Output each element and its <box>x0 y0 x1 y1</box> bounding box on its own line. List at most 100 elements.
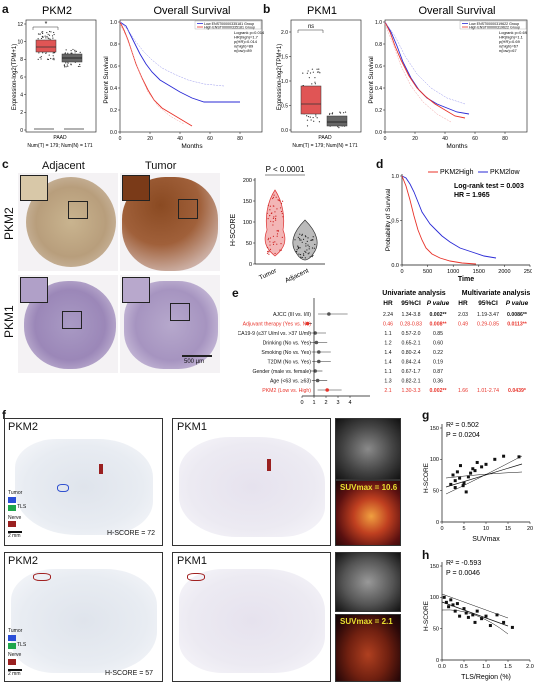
e-row-p: 0.87 <box>433 369 443 375</box>
expression-dot <box>314 83 316 85</box>
g-x-tick-label: 15 <box>505 526 511 532</box>
expression-dot <box>318 121 321 123</box>
e-row-ci: 1.34-3.8 <box>401 312 420 318</box>
expression-dot <box>274 211 276 213</box>
g-x-tick-label: 0 <box>440 526 443 532</box>
e-row-ci: 0.57-2.0 <box>401 331 420 337</box>
km-stat-line: n(low)=89 <box>234 48 252 53</box>
e-row-label: Adjuvant therapy (Yes vs. No) <box>243 322 312 328</box>
expression-dot <box>67 65 69 67</box>
expression-dot <box>66 64 68 66</box>
expression-dot <box>304 250 306 252</box>
expression-dot <box>53 31 55 34</box>
expression-dot <box>272 196 275 199</box>
expression-dot <box>64 66 66 68</box>
a-box-num: Num(T) = 179; Num(N) = 171 <box>27 143 93 149</box>
expression-dot <box>276 235 278 237</box>
panel-e-forest: Univariate analysis Multivariate analysi… <box>238 290 530 406</box>
expression-dot <box>307 244 309 246</box>
d-hr: HR = 1.965 <box>454 192 490 199</box>
e-row-hr: 1.2 <box>384 341 391 347</box>
h-x-tick-label: 1.5 <box>504 664 512 670</box>
g-point <box>484 462 488 466</box>
e-row-ci: 0.82-2.1 <box>401 379 420 385</box>
a-box-y-tick-label: 2 <box>20 110 23 116</box>
a-box-sig: * <box>45 21 48 28</box>
expression-dot <box>277 229 279 232</box>
expression-dot <box>37 58 39 60</box>
h-point <box>451 603 455 607</box>
b-km-x-tick-label: 60 <box>472 136 478 142</box>
expression-dot <box>266 252 269 254</box>
expression-dot <box>275 215 277 217</box>
f-scale-bottom: 2 mm <box>8 671 21 677</box>
expression-dot <box>40 58 42 60</box>
c-violin-y-tick-label: 200 <box>243 178 252 184</box>
h-ylabel: H-SCORE <box>423 600 430 631</box>
e-x-tick-label: 4 <box>348 400 351 406</box>
c-violin-tumor-label: Tumor <box>258 267 279 282</box>
expression-dot <box>42 52 44 54</box>
expression-dot <box>272 243 275 245</box>
expression-dot <box>301 241 303 243</box>
e-row-p: 0.36 <box>433 379 443 385</box>
b-km-ylabel: Percent Survival <box>368 56 375 104</box>
b-box-xlabel: PAAD <box>318 135 332 141</box>
expression-dot <box>45 52 47 55</box>
expression-dot <box>339 111 341 113</box>
expression-dot <box>274 217 277 220</box>
expression-dot <box>266 246 269 249</box>
h-y-tick-label: 50 <box>433 626 439 632</box>
expression-dot <box>308 246 310 248</box>
expression-dot <box>40 37 43 40</box>
e-row-mp: 0.0439* <box>508 388 527 394</box>
g-y-tick-label: 150 <box>430 426 439 432</box>
b-km-low-curve <box>384 21 470 115</box>
panel-label-b: b <box>263 2 271 16</box>
expression-dot <box>48 34 51 36</box>
expression-dot <box>313 247 315 249</box>
a-km-xlabel: Months <box>181 143 203 150</box>
h-x-tick-label: 0.5 <box>460 664 468 670</box>
e-row-hr: 1.3 <box>384 379 391 385</box>
f-legend-tumor-bottom: Tumor <box>8 628 23 634</box>
expression-dot <box>53 33 55 36</box>
expression-dot <box>294 239 296 241</box>
e-row-p: 0.002** <box>429 388 447 394</box>
expression-dot <box>268 251 270 253</box>
h-y-tick-label: 0 <box>436 658 439 664</box>
e-row-label: AJCC (III vs. I/II) <box>273 312 311 318</box>
h-point <box>464 611 468 615</box>
h-point <box>502 620 506 624</box>
f-legend-tumor-top: Tumor <box>8 490 23 496</box>
expression-dot <box>298 247 300 249</box>
g-point <box>455 470 459 474</box>
expression-dot <box>79 63 81 66</box>
expression-dot <box>307 253 309 255</box>
h-point <box>495 613 499 617</box>
expression-dot <box>273 205 275 207</box>
b-box-y-tick-label: 0.0 <box>281 128 288 134</box>
h-point <box>453 609 457 613</box>
b-km-high-curve <box>384 21 466 119</box>
g-point <box>462 481 466 485</box>
b-box-ylabel: Expression-log2(TPM+1) <box>277 44 283 111</box>
expression-dot <box>274 219 277 221</box>
expression-dot <box>337 126 339 128</box>
expression-dot <box>308 77 310 79</box>
expression-dot <box>311 83 313 85</box>
h-point <box>458 614 462 618</box>
expression-dot <box>318 68 320 70</box>
e-row-ci: 0.65-2.1 <box>401 341 420 347</box>
expression-dot <box>38 52 40 54</box>
expression-dot <box>268 237 270 239</box>
d-x-tick-label: 2000 <box>498 269 510 275</box>
f-slide-pkm1-top: PKM1 <box>172 418 331 546</box>
g-point <box>480 465 484 469</box>
panel-c-violin: P < 0.0001 H-SCORE 0 50 100 150 200 Tumor Ad… <box>230 165 325 285</box>
expression-dot <box>49 38 51 40</box>
f-legend-tls-bottom: TLS <box>17 642 27 648</box>
expression-dot <box>280 202 283 204</box>
expression-dot <box>270 220 272 222</box>
a-box-y-tick-label: 10 <box>17 39 23 45</box>
